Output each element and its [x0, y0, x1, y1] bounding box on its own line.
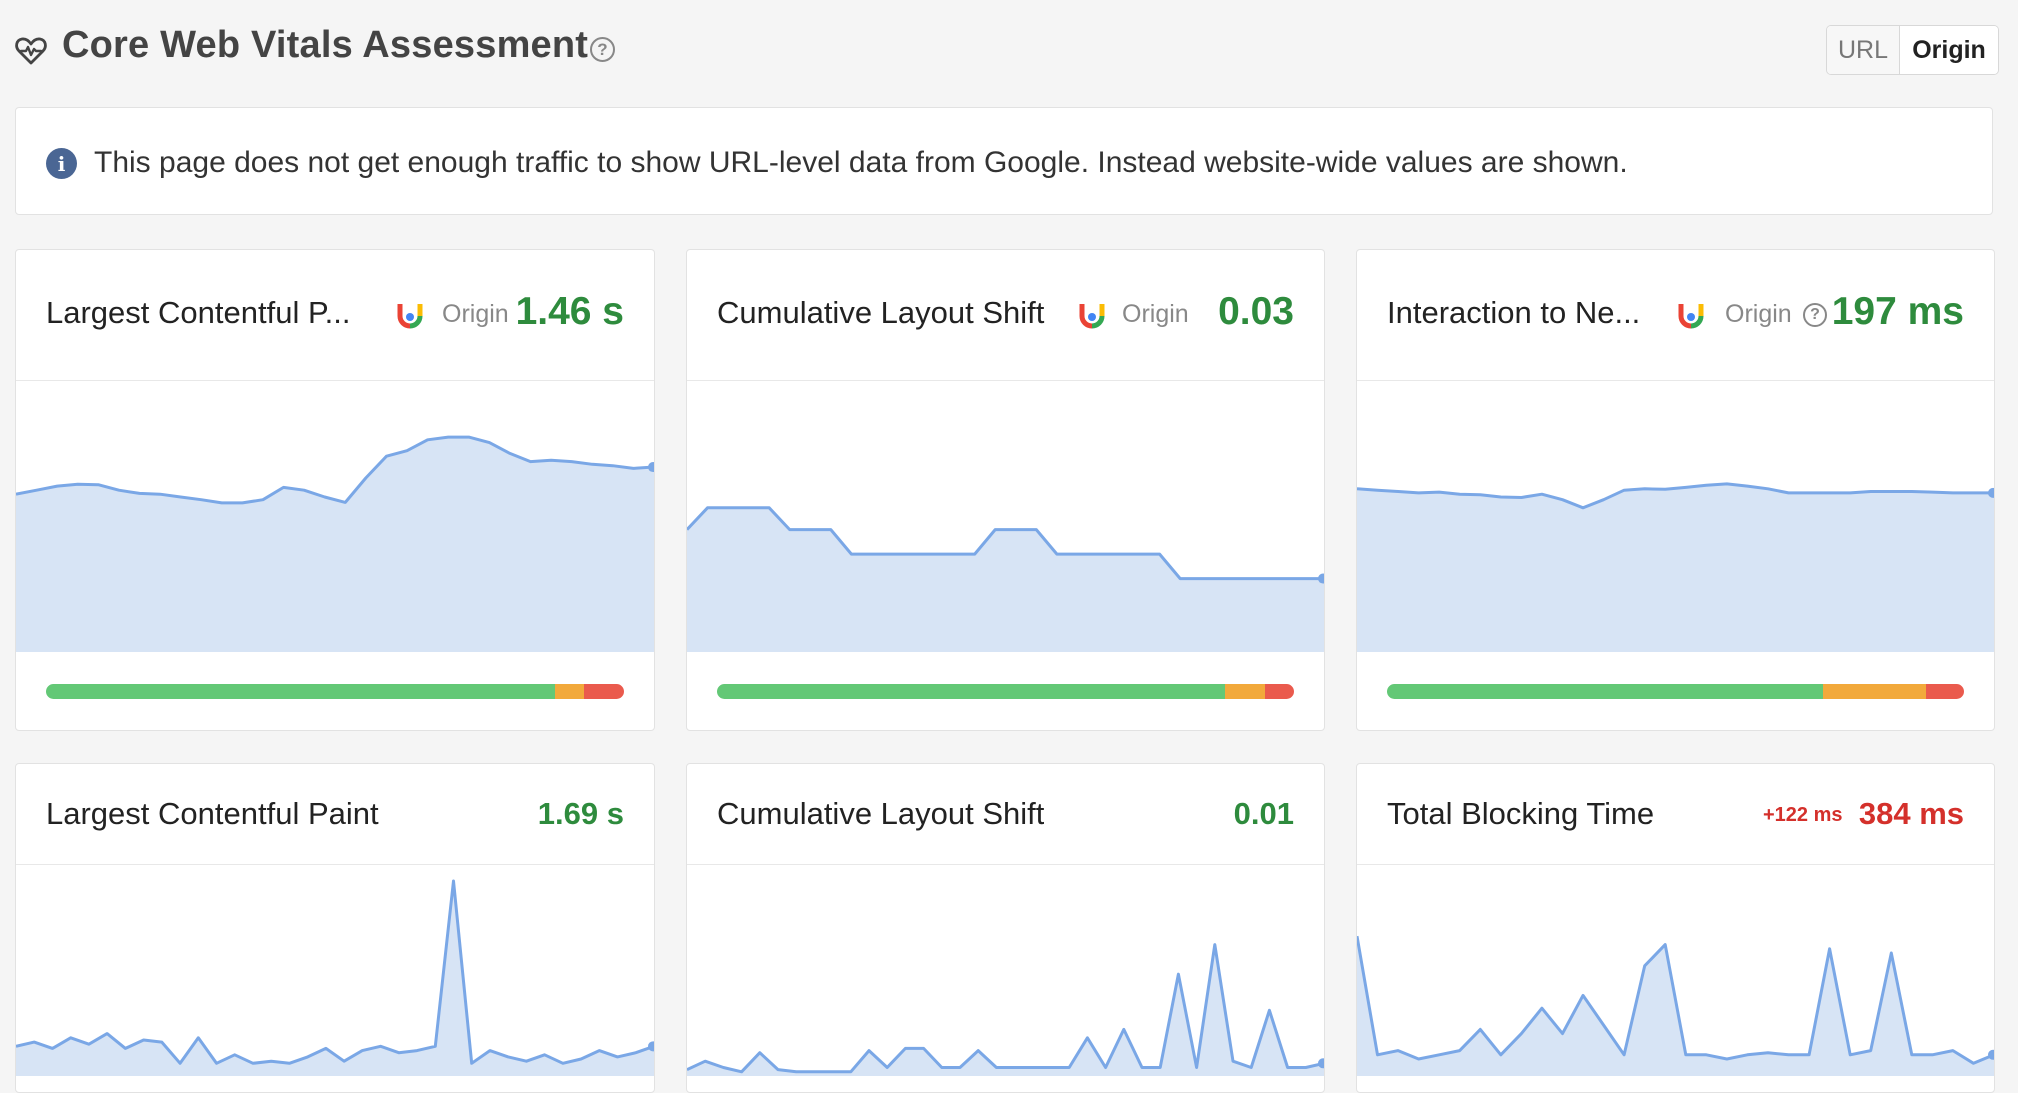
- metric-value: 1.46 s: [515, 290, 624, 333]
- chrome-icon-dot: [1687, 313, 1695, 321]
- chart-line: [1357, 482, 1994, 510]
- card-header: Cumulative Layout Shift 0.01: [687, 764, 1324, 865]
- heart-pulse-icon: [15, 37, 47, 65]
- metric-history-chart: [687, 380, 1324, 652]
- metric-card-lcp-lab[interactable]: Largest Contentful Paint 1.69 s: [15, 763, 655, 1093]
- chart-line: [687, 943, 1324, 1074]
- url-origin-toggle[interactable]: URL Origin: [1826, 25, 1999, 75]
- metric-value: 384 ms: [1858, 796, 1964, 831]
- card-header: Total Blocking Time +122 ms 384 ms: [1357, 764, 1994, 865]
- chrome-icon-dot: [406, 313, 414, 321]
- distribution-segment-needs-improvement: [1822, 684, 1927, 699]
- metric-history-chart: [687, 864, 1324, 1084]
- origin-source-label: Origin: [1122, 300, 1189, 328]
- metric-history-chart: [16, 864, 654, 1084]
- metric-value: 0.03: [1218, 290, 1294, 333]
- card-title: Largest Contentful Paint: [46, 796, 379, 831]
- help-circle-icon[interactable]: ?: [590, 37, 615, 62]
- metric-card-inp-origin[interactable]: Interaction to Ne... Origin ? 197 ms: [1356, 249, 1995, 731]
- distribution-segment-good: [46, 684, 555, 699]
- url-toggle-button[interactable]: URL: [1827, 26, 1900, 74]
- chart-latest-point: [648, 462, 654, 473]
- metric-value: 197 ms: [1831, 290, 1964, 333]
- metric-card-lcp-origin[interactable]: Largest Contentful P... Origin 1.46 s: [15, 249, 655, 731]
- assessment-header: Core Web Vitals Assessment ? URL Origin: [0, 0, 2018, 100]
- metric-value: 0.01: [1233, 796, 1294, 831]
- distribution-bar: [46, 684, 624, 699]
- chrome-icon: [397, 304, 423, 329]
- card-title: Cumulative Layout Shift: [717, 295, 1045, 330]
- info-icon: i: [46, 148, 77, 179]
- chart-area: [1357, 483, 1994, 652]
- distribution-bar: [717, 684, 1294, 699]
- chart-area: [16, 437, 654, 652]
- chart-svg: [1357, 935, 1994, 1076]
- card-header: Cumulative Layout Shift Origin 0.03: [687, 250, 1324, 381]
- chart-area: [687, 944, 1324, 1076]
- chrome-icon-part: [1079, 304, 1093, 329]
- card-title: Interaction to Ne...: [1387, 295, 1641, 330]
- card-title: Largest Contentful P...: [46, 295, 351, 330]
- chart-svg: [1357, 482, 1994, 652]
- chart-area: [687, 507, 1324, 652]
- chart-latest-point: [1318, 573, 1324, 584]
- distribution-segment-needs-improvement: [554, 684, 584, 699]
- distribution-bar: [1387, 684, 1964, 699]
- origin-source-label: Origin: [1725, 300, 1792, 328]
- chart-latest-point: [1988, 1049, 1994, 1060]
- chrome-icon-part: [397, 304, 411, 329]
- distribution-segment-good: [717, 684, 1225, 699]
- metric-card-tbt-lab[interactable]: Total Blocking Time +122 ms 384 ms: [1356, 763, 1995, 1093]
- chrome-icon-part: [1678, 304, 1692, 329]
- distribution-segment-poor: [1265, 684, 1294, 699]
- distribution-segment-needs-improvement: [1224, 684, 1266, 699]
- metric-history-chart: [1357, 864, 1994, 1084]
- card-header: Interaction to Ne... Origin ? 197 ms: [1357, 250, 1994, 381]
- metric-history-chart: [16, 380, 654, 652]
- distribution-segment-poor: [1926, 684, 1964, 699]
- chart-line: [687, 506, 1324, 581]
- notice-text: This page does not get enough traffic to…: [94, 146, 1628, 179]
- card-title: Total Blocking Time: [1387, 796, 1655, 831]
- distribution-segment-poor: [583, 684, 624, 699]
- origin-source-label: Origin: [442, 300, 509, 328]
- chart-svg: [687, 943, 1324, 1076]
- metric-card-cls-origin[interactable]: Cumulative Layout Shift Origin 0.03: [686, 249, 1325, 731]
- chart-area: [16, 881, 654, 1076]
- origin-toggle-button[interactable]: Origin: [1900, 26, 1998, 74]
- metric-card-cls-lab[interactable]: Cumulative Layout Shift 0.01: [686, 763, 1325, 1093]
- metric-delta: +122 ms: [1763, 804, 1843, 826]
- card-title: Cumulative Layout Shift: [717, 796, 1045, 831]
- metric-history-chart: [1357, 380, 1994, 652]
- chart-line: [16, 879, 654, 1065]
- chart-latest-point: [1318, 1058, 1324, 1069]
- chart-line: [16, 435, 654, 505]
- chrome-icon-part: [1091, 304, 1105, 329]
- chrome-icon-dot: [1088, 313, 1096, 321]
- chart-svg: [687, 506, 1324, 652]
- chrome-icon-part: [409, 304, 423, 329]
- chart-latest-point: [1988, 487, 1994, 498]
- chart-latest-point: [648, 1041, 654, 1052]
- card-header: Largest Contentful P... Origin 1.46 s: [16, 250, 654, 381]
- chart-svg: [16, 435, 654, 652]
- traffic-notice: i This page does not get enough traffic …: [15, 107, 1993, 215]
- chart-line: [1357, 935, 1994, 1065]
- chrome-icon: [1678, 304, 1704, 329]
- card-header: Largest Contentful Paint 1.69 s: [16, 764, 654, 865]
- chrome-icon-part: [1690, 304, 1704, 329]
- chrome-icon: [1079, 304, 1105, 329]
- metric-value: 1.69 s: [537, 796, 624, 831]
- page-title: Core Web Vitals Assessment: [62, 24, 589, 66]
- distribution-segment-good: [1387, 684, 1823, 699]
- help-circle-icon[interactable]: ?: [1803, 303, 1827, 327]
- chart-svg: [16, 879, 654, 1076]
